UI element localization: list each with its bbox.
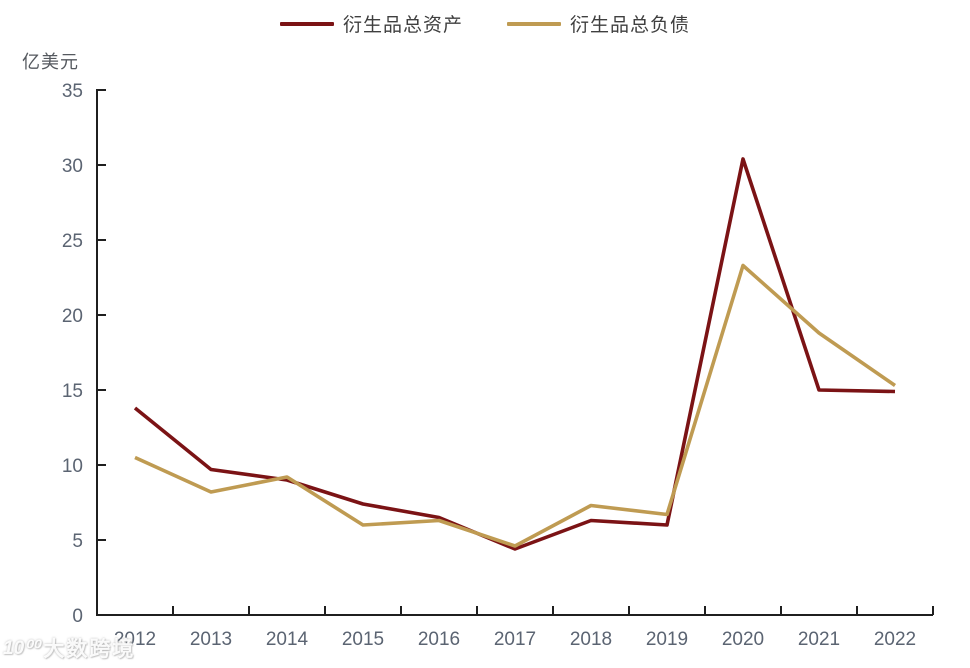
x-tick-label: 2015 xyxy=(342,629,384,650)
x-tick-label: 2020 xyxy=(722,629,764,650)
assets-line-swatch xyxy=(279,21,334,26)
x-tick-label: 2021 xyxy=(798,629,840,650)
x-tick-label: 2017 xyxy=(494,629,536,650)
y-tick-label: 10 xyxy=(62,456,83,477)
series-line-liabilities xyxy=(134,263,897,548)
y-axis-unit-label: 亿美元 xyxy=(22,52,79,72)
chart-legend: 衍生品总资产 衍生品总负债 xyxy=(0,10,970,37)
x-tick-label: 2014 xyxy=(266,629,309,650)
x-tick-label: 2016 xyxy=(418,629,460,650)
y-tick-label: 15 xyxy=(62,381,83,402)
y-tick-label: 0 xyxy=(72,606,83,627)
y-tick-label: 35 xyxy=(62,81,83,102)
legend-label-liabilities: 衍生品总负债 xyxy=(570,15,691,36)
legend-item-liabilities: 衍生品总负债 xyxy=(507,10,690,37)
series-line-assets xyxy=(133,157,896,551)
y-tick-label: 30 xyxy=(62,156,83,177)
x-tick-label: 2012 xyxy=(114,629,156,650)
x-tick-label: 2018 xyxy=(570,629,612,650)
y-tick-label: 5 xyxy=(72,531,83,552)
liabilities-line-swatch xyxy=(507,21,561,26)
x-tick-label: 2022 xyxy=(874,629,916,650)
x-tick-label: 2019 xyxy=(646,629,688,650)
legend-label-assets: 衍生品总资产 xyxy=(342,15,463,36)
y-tick-label: 25 xyxy=(62,231,83,252)
legend-item-assets: 衍生品总资产 xyxy=(279,10,463,37)
x-tick-label: 2013 xyxy=(190,629,232,650)
y-tick-label: 20 xyxy=(62,306,83,327)
